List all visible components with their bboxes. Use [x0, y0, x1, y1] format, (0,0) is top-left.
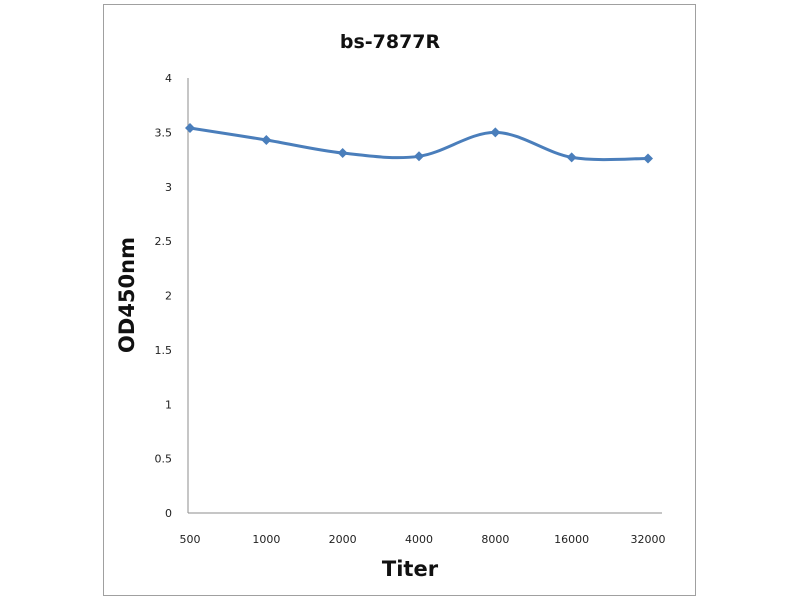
y-tick-label: 3 — [165, 181, 172, 194]
y-tick-label: 2.5 — [155, 235, 173, 248]
data-point-marker — [490, 127, 501, 138]
x-tick-label: 1000 — [252, 533, 280, 546]
data-point-marker — [643, 153, 653, 164]
x-tick-label: 500 — [180, 533, 201, 546]
data-point-marker — [185, 123, 195, 134]
y-axis-label: OD450nm — [115, 237, 139, 353]
data-point-marker — [414, 151, 424, 162]
x-tick-label: 4000 — [405, 533, 433, 546]
chart-frame — [103, 4, 696, 596]
x-tick-label: 16000 — [554, 533, 589, 546]
x-tick-label: 8000 — [481, 533, 509, 546]
x-tick-label: 32000 — [631, 533, 666, 546]
chart-title: bs-7877R — [340, 31, 441, 53]
y-tick-label: 1.5 — [155, 344, 173, 357]
y-tick-label: 0 — [165, 507, 172, 520]
y-tick-label: 1 — [165, 398, 172, 411]
y-tick-label: 2 — [165, 290, 172, 303]
y-tick-label: 4 — [165, 72, 172, 85]
data-point-marker — [566, 152, 577, 163]
data-point-marker — [337, 148, 348, 159]
data-point-marker — [261, 134, 272, 145]
x-tick-label: 2000 — [329, 533, 357, 546]
y-tick-label: 0.5 — [155, 453, 173, 466]
y-tick-label: 3.5 — [155, 126, 173, 139]
x-axis-label: Titer — [382, 557, 439, 581]
